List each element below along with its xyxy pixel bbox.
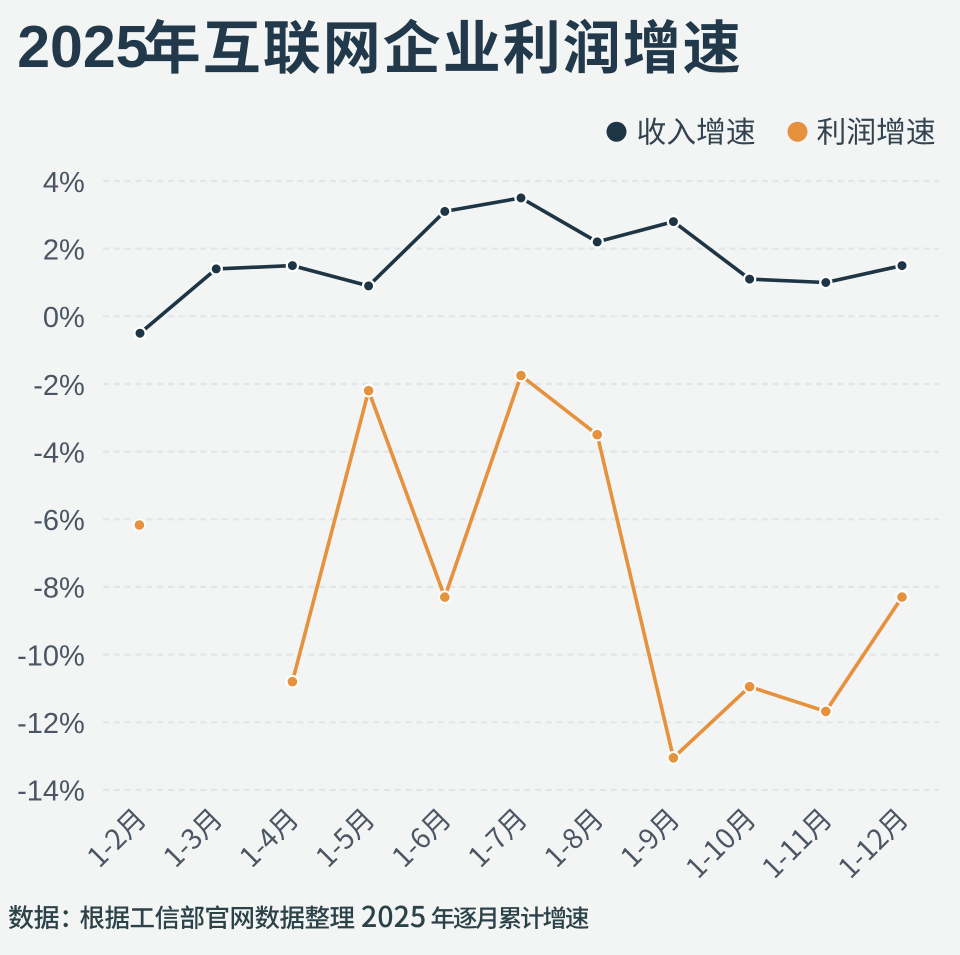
svg-text:-8%: -8% xyxy=(33,573,85,605)
svg-text:-12%: -12% xyxy=(17,708,85,740)
svg-text:2025: 2025 xyxy=(17,14,148,80)
svg-text:-2%: -2% xyxy=(33,370,85,402)
svg-text:-4%: -4% xyxy=(33,437,85,469)
svg-text:-10%: -10% xyxy=(17,640,85,672)
svg-text:-14%: -14% xyxy=(17,776,85,808)
svg-text:-6%: -6% xyxy=(33,505,85,537)
svg-text:4%: 4% xyxy=(43,167,85,199)
svg-text:2%: 2% xyxy=(43,234,85,266)
svg-text:0%: 0% xyxy=(43,302,85,334)
